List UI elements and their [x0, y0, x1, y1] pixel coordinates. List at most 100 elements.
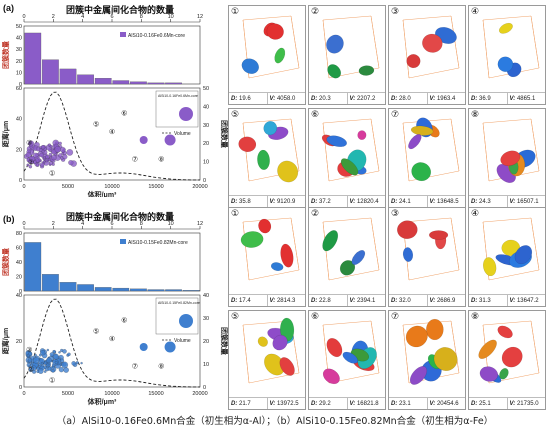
- cell-d-value: D: 29.2: [311, 400, 331, 407]
- histogram-bar: [77, 74, 94, 85]
- scatter-point: [43, 361, 48, 365]
- scatter-point-large: [139, 136, 148, 144]
- histogram-legend: AlSi10-0.16Fe0.6Mn-core: [128, 33, 185, 39]
- scatter-point: [38, 368, 44, 374]
- histogram-frame: [23, 25, 201, 85]
- scatter-point: [52, 350, 56, 354]
- cell-v-value: V: 9120.9: [266, 196, 306, 207]
- histogram-bar: [165, 289, 182, 292]
- legend-swatch: [120, 32, 126, 37]
- intermetallic-particle: [240, 231, 264, 248]
- bounding-box: [482, 15, 540, 79]
- panel-a-particle-grid: ① D: 19.6 V: 4058.0 ② D: 20.3 V: 2207.2 ③ D: 28…: [228, 5, 548, 210]
- histogram-bar: [130, 81, 147, 85]
- scatter-point: [63, 367, 69, 373]
- intermetallic-particle: [478, 339, 497, 359]
- intermetallic-particle: [411, 162, 432, 182]
- scatter-marker: ⑥: [121, 110, 127, 118]
- scatter-marker: ⑤: [93, 328, 99, 336]
- scatter-point: [33, 357, 40, 364]
- intermetallic-particle: [426, 318, 444, 341]
- cell-stats: D: 29.2 V: 16821.8: [309, 397, 385, 409]
- scatter-point: [39, 152, 44, 158]
- histogram-y-label: 团簇数量: [1, 248, 10, 276]
- count-axis-tick-label: 0: [22, 221, 25, 227]
- intermetallic-particle: [241, 58, 259, 74]
- scatter-point: [53, 353, 59, 360]
- cell-stats: D: 32.0 V: 2686.9: [389, 294, 465, 306]
- cell-d-value: D: 21.7: [231, 400, 251, 407]
- particle-render: [322, 15, 380, 79]
- particle-cell-5: ⑤ D: 35.8 V: 9120.9: [228, 108, 306, 208]
- cell-d-value: D: 23.1: [391, 400, 411, 407]
- cell-number: ⑥: [311, 110, 320, 120]
- intermetallic-particle: [263, 121, 278, 136]
- particle-render: [238, 118, 300, 183]
- x-tick: 15000: [148, 391, 163, 397]
- scatter-marker: ①: [49, 169, 55, 177]
- scatter-marker: ⑥: [121, 317, 127, 325]
- intermetallic-particle: [501, 346, 523, 368]
- inset-legend-circle: [179, 107, 193, 121]
- histogram-y-tick: 30: [16, 47, 22, 53]
- histogram-y-tick: 60: [16, 246, 22, 252]
- scatter-point: [54, 361, 58, 365]
- intermetallic-particle: [340, 158, 359, 176]
- cell-v-value: V: 4058.0: [266, 93, 306, 104]
- particle-cell-7: ⑦ D: 24.1 V: 13648.5: [388, 108, 466, 208]
- panel-b-title: 团簇中金属间化合物的数量: [66, 213, 175, 223]
- scatter-point: [71, 361, 76, 366]
- scatter-y2-tick: 50: [203, 86, 209, 92]
- figure-caption: （a）AlSi10-0.16Fe0.6Mn合金（初生相为α-Al）；（b）AlS…: [56, 416, 494, 427]
- cell-d-value: D: 22.8: [311, 297, 331, 304]
- cell-stats: D: 19.6 V: 4058.0: [229, 92, 305, 104]
- cell-number: ④: [471, 7, 480, 17]
- cell-v-value: V: 2207.2: [346, 93, 386, 104]
- intermetallic-particle: [433, 347, 458, 371]
- cell-stats: D: 20.3 V: 2207.2: [309, 92, 385, 104]
- particle-render: [402, 117, 460, 182]
- bounding-box: [322, 217, 380, 281]
- x-tick: 5000: [62, 184, 74, 190]
- scatter-point: [61, 361, 69, 369]
- cell-d-value: D: 37.2: [311, 198, 331, 205]
- x-tick: 0: [22, 184, 25, 190]
- scatter-y-tick: 0: [19, 385, 22, 391]
- cell-stats: D: 17.4 V: 2814.3: [229, 294, 305, 306]
- count-axis-tick-label: 0: [22, 14, 25, 20]
- cell-number: ③: [391, 7, 400, 17]
- scatter-marker: ④: [109, 335, 115, 343]
- cell-d-value: D: 36.9: [471, 95, 491, 102]
- count-axis-tick-label: 10: [168, 221, 174, 227]
- cell-number: ⑤: [231, 110, 240, 120]
- particle-render: [482, 217, 540, 281]
- particle-render: [482, 118, 540, 183]
- count-axis-tick-label: 4: [81, 221, 84, 227]
- volume-legend-label: Volume: [174, 338, 191, 344]
- scatter-point: [68, 160, 74, 166]
- scatter-point: [46, 348, 50, 352]
- cell-stats: D: 24.3 V: 16507.1: [469, 195, 545, 207]
- histogram-bar: [24, 242, 42, 292]
- cell-d-value: D: 35.8: [231, 198, 251, 205]
- cell-number: ①: [231, 209, 240, 219]
- scatter-marker: ⑦: [132, 363, 138, 371]
- cell-stats: D: 28.0 V: 1963.4: [389, 92, 465, 104]
- intermetallic-particle: [428, 230, 449, 240]
- intermetallic-particle: [342, 351, 358, 364]
- cell-d-value: D: 17.4: [231, 297, 251, 304]
- cell-number: ⑧: [471, 312, 480, 322]
- scatter-point: [60, 146, 66, 153]
- scatter-y2-tick: 0: [203, 178, 206, 184]
- x-axis-label: 体积/μm³: [88, 397, 117, 406]
- scatter-point: [49, 352, 55, 357]
- histogram-legend: AlSi10-0.15Fe0.82Mn-core: [128, 240, 188, 246]
- cell-v-value: V: 4865.1: [506, 93, 546, 104]
- histogram-y-tick: 80: [16, 231, 22, 237]
- histogram-y-tick: 0: [19, 82, 22, 88]
- scatter-y-tick: 40: [16, 117, 22, 123]
- cell-number: ⑥: [311, 312, 320, 322]
- histogram-bar: [59, 68, 77, 85]
- histogram-bar: [147, 82, 165, 85]
- cell-number: ④: [471, 209, 480, 219]
